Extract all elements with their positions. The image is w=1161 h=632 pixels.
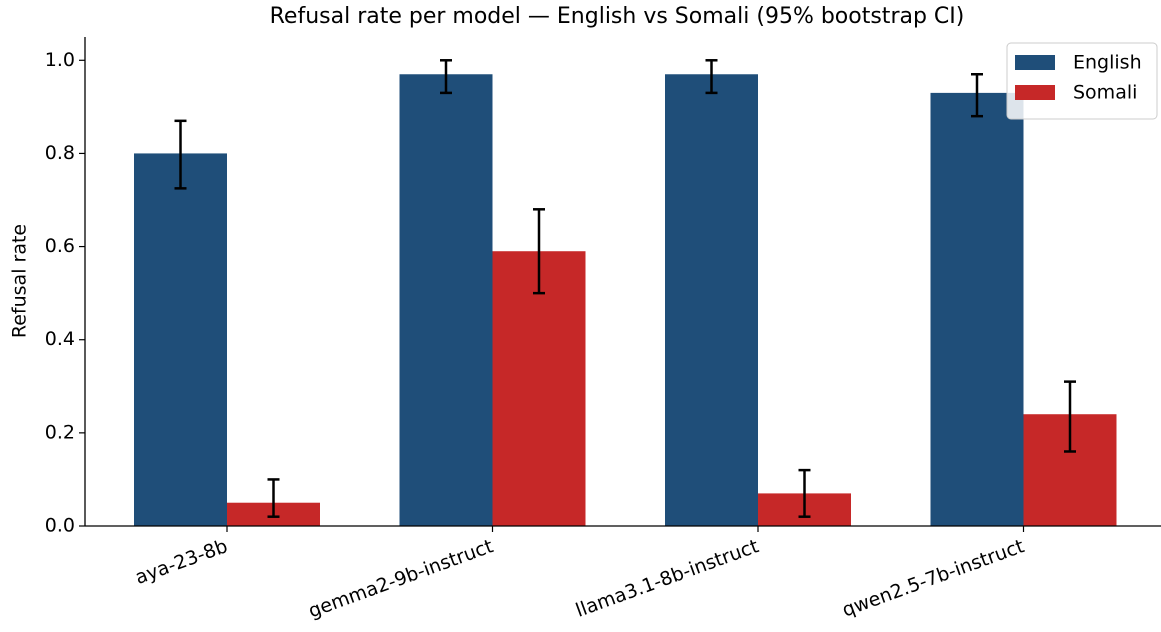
y-tick-label: 0.6: [45, 235, 75, 257]
legend-label: English: [1073, 52, 1142, 74]
chart-title: Refusal rate per model — English vs Soma…: [270, 4, 965, 29]
y-tick-label: 0.8: [45, 142, 75, 164]
x-tick-label: qwen2.5-7b-instruct: [839, 535, 1027, 621]
x-tick-label: gemma2-9b-instruct: [306, 535, 497, 622]
y-tick-label: 1.0: [45, 49, 75, 71]
bar: [930, 92, 1024, 526]
legend-swatch: [1015, 55, 1055, 70]
x-tick-label: aya-23-8b: [132, 535, 230, 589]
y-tick-label: 0.2: [45, 421, 75, 443]
bar: [399, 74, 493, 526]
y-axis-label: Refusal rate: [9, 224, 31, 338]
bar: [492, 251, 586, 526]
y-tick-label: 0.0: [45, 515, 75, 537]
x-tick-label: llama3.1-8b-instruct: [573, 535, 762, 622]
y-tick-label: 0.4: [45, 328, 75, 350]
bar: [665, 74, 758, 526]
legend-label: Somali: [1073, 82, 1137, 104]
bar: [134, 153, 227, 526]
legend-swatch: [1015, 85, 1055, 100]
